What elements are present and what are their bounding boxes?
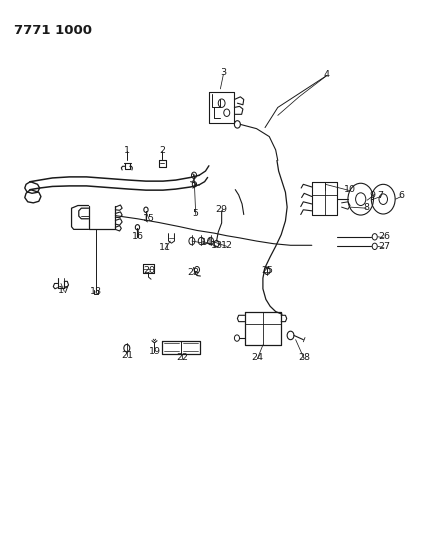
Text: 29: 29 xyxy=(216,205,228,214)
Text: 11: 11 xyxy=(159,244,171,253)
Text: 25: 25 xyxy=(261,266,273,275)
Text: 12: 12 xyxy=(221,241,233,250)
Text: 6: 6 xyxy=(398,191,404,200)
Text: 7: 7 xyxy=(377,191,383,200)
Text: 21: 21 xyxy=(121,351,133,360)
Text: 9: 9 xyxy=(369,191,375,200)
Text: 8: 8 xyxy=(363,203,369,212)
Text: 27: 27 xyxy=(378,243,390,252)
Text: 4: 4 xyxy=(324,70,330,79)
Text: 14: 14 xyxy=(201,238,213,247)
Text: 26: 26 xyxy=(378,232,390,241)
Text: 1: 1 xyxy=(124,147,130,156)
Text: 2: 2 xyxy=(159,147,165,156)
Text: 23: 23 xyxy=(187,268,199,277)
Text: 5: 5 xyxy=(193,209,199,218)
Text: 3: 3 xyxy=(220,68,226,77)
Text: 7771 1000: 7771 1000 xyxy=(14,23,92,37)
Text: 15: 15 xyxy=(143,214,155,223)
Text: 18: 18 xyxy=(90,287,102,296)
Text: 17: 17 xyxy=(58,286,70,295)
Text: 10: 10 xyxy=(344,185,356,194)
Text: 13: 13 xyxy=(211,241,223,250)
Text: 28: 28 xyxy=(298,353,310,362)
Text: 20: 20 xyxy=(143,266,155,275)
Text: 16: 16 xyxy=(132,232,144,241)
Text: 22: 22 xyxy=(176,353,188,362)
Text: 24: 24 xyxy=(251,353,263,362)
Text: 19: 19 xyxy=(149,347,160,356)
